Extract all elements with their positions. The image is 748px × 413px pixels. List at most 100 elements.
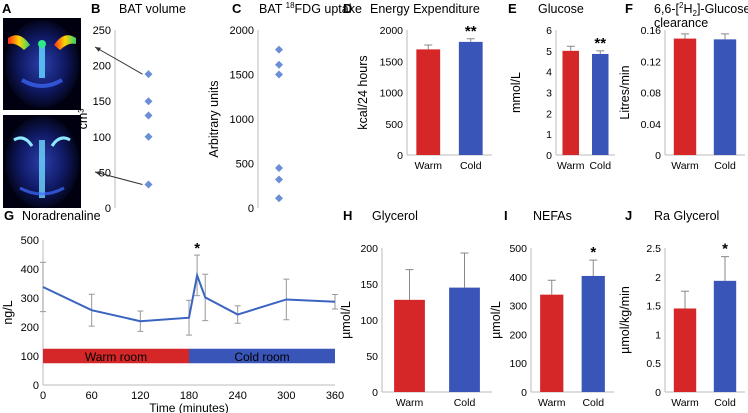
chart-glucose-clearance: 0 0.04 0.08 0.12 0.16 Warm Cold Litres/min F 6,6-… [618, 1, 748, 172]
arrow-line [94, 171, 143, 185]
y-tick-label: 0 [655, 387, 661, 399]
y-tick-label: 0 [372, 387, 378, 399]
x-tick-label: Cold [454, 397, 476, 409]
panel-letter: D [343, 1, 352, 16]
scan-image-warm [3, 18, 81, 110]
significance-marker: * [722, 241, 728, 258]
bar [562, 50, 580, 156]
y-tick-label: 0.12 [641, 56, 662, 68]
chart-bat-volume: 0 50 100 150 200 250 cm³ B BAT volume [76, 1, 186, 215]
x-tick-label: Cold [582, 397, 604, 409]
x-tick-label: Warm [396, 397, 424, 409]
y-tick-label: 100 [360, 315, 378, 327]
bar [673, 308, 697, 392]
y-axis-label: Arbitrary units [207, 80, 221, 157]
chart-title: Noradrenaline [22, 209, 101, 223]
y-axis-label: mmol/L [509, 72, 523, 113]
y-tick-label: 0 [546, 150, 552, 162]
y-tick-label: 300 [509, 301, 527, 313]
bar [394, 299, 425, 392]
y-tick-label: 0 [521, 387, 527, 399]
y-tick-label: 200 [21, 322, 39, 334]
y-tick-label: 400 [509, 272, 527, 284]
arrow-head [95, 171, 101, 176]
bar [713, 39, 737, 155]
title-part: ]-Glucose [697, 2, 748, 16]
x-tick-label: Cold [714, 397, 736, 409]
y-tick-label: 4 [546, 67, 552, 79]
chart-title: Ra Glycerol [654, 209, 719, 223]
x-tick-label: Warm [538, 397, 566, 409]
y-tick-label: 1 [546, 129, 552, 141]
x-tick-label: 120 [131, 390, 149, 402]
chart-title: BAT volume [119, 2, 186, 16]
y-tick-label: 100 [93, 132, 111, 144]
chart-title: Energy Expenditure [370, 2, 480, 16]
title-part: H [683, 2, 692, 16]
chart-energy: 0 500 1000 1500 2000 Warm Cold ** kcal/24 hours D… [343, 1, 492, 172]
title-part: 2 [693, 9, 698, 18]
phase-bar [43, 348, 189, 364]
y-tick-label: 0 [655, 150, 661, 162]
chart-title: 6,6-[2H2]-Glucose [654, 1, 748, 18]
y-tick-label: 2 [546, 108, 552, 120]
title-part: 6,6-[ [654, 2, 680, 16]
y-tick-label: 1500 [230, 70, 254, 82]
bar [458, 41, 483, 155]
y-tick-label: 250 [93, 25, 111, 37]
data-point [275, 60, 283, 69]
series-line [42, 271, 336, 323]
bar [591, 53, 609, 156]
x-tick-label: Warm [671, 160, 699, 172]
y-tick-label: 2000 [380, 25, 404, 37]
panel-letter: A [2, 1, 12, 16]
y-tick-label: 1.5 [646, 301, 661, 313]
panel-letter: E [508, 1, 517, 16]
x-tick-label: 300 [277, 390, 295, 402]
chart-ra-glycerol: 0 0.5 1 1.5 2 2.5 Warm Cold * µmol/kg/min J Ra Glyc… [618, 208, 745, 409]
y-tick-label: 500 [236, 159, 254, 171]
panel-letter: J [625, 208, 632, 223]
y-tick-label: 0.08 [641, 88, 662, 100]
data-point [144, 132, 153, 141]
y-tick-label: 0 [33, 380, 39, 392]
panel-letter: G [4, 208, 14, 223]
data-point [275, 175, 283, 184]
title-part: 2 [679, 1, 684, 10]
x-tick-label: Cold [589, 160, 611, 172]
scan-image-cold [3, 115, 81, 208]
y-tick-label: 1000 [230, 114, 254, 126]
y-tick-label: 200 [93, 61, 111, 73]
y-axis-label: cm³ [76, 109, 90, 130]
title-part: BAT [259, 2, 286, 16]
y-tick-label: 500 [385, 119, 403, 131]
y-tick-label: 50 [366, 351, 378, 363]
data-point [275, 163, 283, 172]
data-point [144, 111, 153, 120]
data-point [275, 194, 283, 203]
title-part: FDG uptake [295, 2, 362, 16]
x-axis-label: Time (minutes) [149, 401, 229, 413]
y-tick-label: 400 [21, 264, 39, 276]
y-tick-label: 200 [509, 329, 527, 341]
y-tick-label: 150 [360, 279, 378, 291]
y-tick-label: 5 [546, 46, 552, 58]
title-part: 18 [286, 1, 295, 10]
data-point [144, 70, 153, 79]
panel-letter: C [232, 1, 242, 16]
arrow-head [95, 47, 101, 52]
panel-letter: B [91, 1, 100, 16]
y-tick-label: 0.16 [641, 25, 662, 37]
y-axis-label: µmol/L [339, 301, 353, 339]
chart-glycerol: 0 50 100 150 200 Warm Cold µmol/L H Glycerol [339, 208, 492, 409]
phase-bar [189, 348, 335, 364]
data-point [144, 97, 153, 106]
y-axis-label: µmol/kg/min [618, 286, 632, 354]
x-tick-label: Warm [671, 397, 699, 409]
chart-bat-fdg: 0 500 1000 1500 2000 Arbitrary units C BAT 18FD… [207, 1, 362, 215]
bar [713, 280, 737, 392]
phase-label: Warm room [85, 350, 147, 364]
y-tick-label: 0 [397, 150, 403, 162]
chart-noradrenaline: 0 100 200 300 400 500 0 60 120 180 240 300 360 Warm r… [1, 208, 344, 413]
